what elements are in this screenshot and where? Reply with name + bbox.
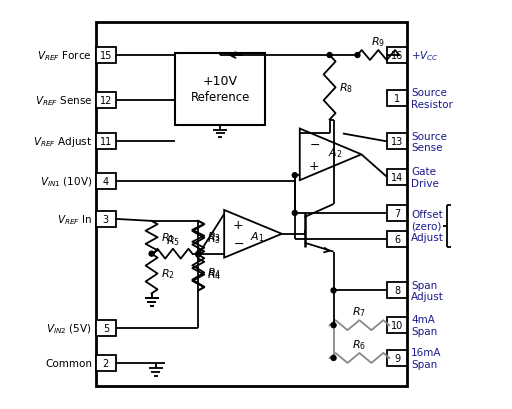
Text: $R_1$: $R_1$ [161, 231, 175, 245]
Text: $R_4$: $R_4$ [207, 268, 222, 282]
Bar [387, 170, 407, 186]
Bar [96, 211, 116, 227]
Text: $V_{REF}$ Sense: $V_{REF}$ Sense [35, 94, 92, 107]
Text: $V_{REF}$ In: $V_{REF}$ In [57, 213, 92, 226]
Text: 4: 4 [103, 177, 109, 187]
Text: $R_3$: $R_3$ [207, 229, 221, 243]
Bar [387, 134, 407, 150]
Circle shape [149, 252, 154, 256]
Text: 16mA
Span: 16mA Span [411, 347, 442, 369]
Text: 7: 7 [394, 209, 400, 218]
Text: $R_2$: $R_2$ [161, 267, 175, 281]
Text: Source
Sense: Source Sense [411, 131, 447, 153]
Circle shape [292, 173, 297, 178]
Bar [387, 90, 407, 106]
Bar [96, 134, 116, 150]
Circle shape [331, 355, 336, 361]
Circle shape [327, 54, 332, 58]
Bar [387, 350, 407, 366]
Text: $V_{IN2}$ (5V): $V_{IN2}$ (5V) [46, 321, 92, 335]
Bar [387, 317, 407, 333]
Text: $V_{REF}$ Adjust: $V_{REF}$ Adjust [33, 135, 92, 149]
Text: $-$: $-$ [233, 237, 244, 249]
Bar [96, 23, 407, 386]
Text: +: + [309, 160, 319, 172]
Text: Offset
(zero)
Adjust: Offset (zero) Adjust [411, 210, 444, 243]
Text: Reference: Reference [190, 91, 250, 104]
Text: 2: 2 [103, 358, 109, 368]
Bar [176, 54, 265, 125]
Bar [96, 355, 116, 371]
Bar [387, 205, 407, 221]
Text: 13: 13 [391, 137, 403, 147]
Polygon shape [224, 211, 282, 258]
Text: 15: 15 [100, 51, 112, 61]
Bar [387, 231, 407, 247]
Text: 16: 16 [391, 51, 403, 61]
Text: 10: 10 [391, 320, 403, 330]
Circle shape [196, 252, 201, 258]
Text: $A_2$: $A_2$ [328, 146, 343, 160]
Text: $V_{REF}$ Force: $V_{REF}$ Force [37, 49, 92, 63]
Text: $-$: $-$ [309, 137, 320, 151]
Text: 14: 14 [391, 173, 403, 183]
Text: +10V: +10V [203, 75, 238, 88]
Circle shape [196, 252, 201, 256]
Bar [387, 283, 407, 299]
Text: $R_4$: $R_4$ [207, 266, 222, 280]
Bar [96, 320, 116, 336]
Text: +$V_{CC}$: +$V_{CC}$ [411, 49, 439, 63]
Circle shape [292, 211, 297, 216]
Text: 9: 9 [394, 353, 400, 363]
Text: $R_8$: $R_8$ [338, 81, 353, 95]
Bar [96, 92, 116, 108]
Text: $A_1$: $A_1$ [250, 229, 265, 243]
Text: $R_3$: $R_3$ [207, 231, 221, 245]
Text: $R_7$: $R_7$ [352, 305, 367, 319]
Text: Common: Common [45, 358, 92, 368]
Text: 11: 11 [100, 137, 112, 147]
Bar [387, 48, 407, 64]
Text: 6: 6 [394, 234, 400, 244]
Text: Span
Adjust: Span Adjust [411, 280, 444, 301]
Circle shape [355, 54, 360, 58]
Circle shape [331, 288, 336, 293]
Text: 12: 12 [100, 95, 112, 106]
Text: $V_{IN1}$ (10V): $V_{IN1}$ (10V) [39, 175, 92, 189]
Polygon shape [300, 129, 361, 181]
Text: $R_6$: $R_6$ [352, 337, 367, 351]
Text: 3: 3 [103, 214, 109, 225]
Text: $R_5$: $R_5$ [166, 234, 180, 247]
Text: Gate
Drive: Gate Drive [411, 167, 439, 189]
Text: 1: 1 [394, 94, 400, 103]
Text: 4mA
Span: 4mA Span [411, 315, 437, 336]
Circle shape [331, 323, 336, 328]
Text: Source
Resistor: Source Resistor [411, 88, 453, 109]
Text: +: + [233, 219, 244, 232]
Bar [96, 174, 116, 190]
Text: 5: 5 [103, 324, 109, 333]
Text: $R_9$: $R_9$ [371, 35, 386, 49]
Bar [96, 48, 116, 64]
Text: 8: 8 [394, 286, 400, 296]
